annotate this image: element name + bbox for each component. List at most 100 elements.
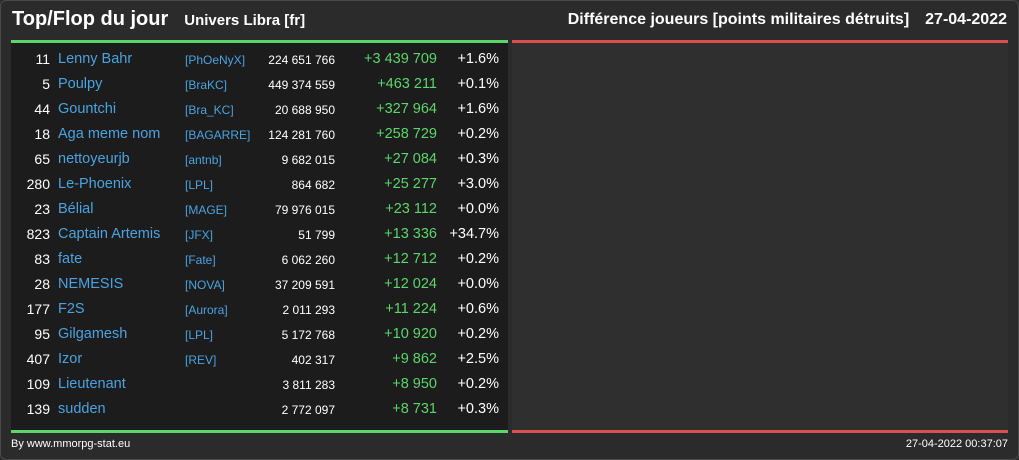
player-row: 18 Aga meme nom [BAGARRE] 124 281 760 +258 7…	[11, 123, 508, 148]
player-percent: +0.2%	[457, 126, 499, 142]
players-list: 11 Lenny Bahr [PhOeNyX] 224 651 766 +3 439 7…	[11, 48, 508, 423]
player-points: 3 811 283	[282, 378, 336, 392]
player-name-link[interactable]: nettoyeurjb	[58, 151, 130, 167]
player-row: 109 Lieutenant 3 811 283 +8 950 +0.2%	[11, 373, 508, 398]
player-alliance-link[interactable]: [antnb]	[185, 153, 222, 167]
player-rank: 18	[34, 126, 50, 142]
player-name-link[interactable]: Lenny Bahr	[58, 51, 133, 67]
player-name-link[interactable]: sudden	[58, 401, 106, 417]
player-rank: 139	[26, 401, 50, 417]
player-points: 37 209 591	[274, 278, 335, 292]
player-rank: 23	[34, 201, 50, 217]
player-diff: +13 336	[384, 226, 437, 242]
player-name-link[interactable]: Gountchi	[58, 101, 117, 117]
player-alliance-link[interactable]: [LPL]	[185, 328, 214, 342]
player-diff: +9 862	[392, 351, 437, 367]
player-name-link[interactable]: fate	[58, 251, 83, 267]
top-divider-green	[11, 40, 508, 43]
player-row: 83 fate [Fate] 6 062 260 +12 712 +0.2%	[11, 248, 508, 273]
top-players-panel: 11 Lenny Bahr [PhOeNyX] 224 651 766 +3 439 7…	[11, 43, 508, 430]
player-diff: +327 964	[376, 101, 437, 117]
player-name-link[interactable]: F2S	[58, 301, 85, 317]
footer-timestamp: 27-04-2022 00:37:07	[905, 438, 1008, 450]
player-points: 124 281 760	[268, 128, 335, 142]
player-rank: 83	[34, 251, 50, 267]
player-diff: +463 211	[377, 76, 437, 92]
player-name-link[interactable]: Captain Artemis	[58, 226, 161, 242]
player-row: 823 Captain Artemis [JFX] 51 799 +13 336 +34.…	[11, 223, 508, 248]
player-points: 224 651 766	[268, 53, 335, 67]
player-rank: 65	[34, 151, 50, 167]
player-rank: 109	[26, 376, 50, 392]
player-alliance-link[interactable]: [JFX]	[185, 228, 214, 242]
player-row: 139 sudden 2 772 097 +8 731 +0.3%	[11, 398, 508, 423]
player-alliance-link[interactable]: [PhOeNyX]	[185, 53, 246, 67]
player-name-link[interactable]: NEMESIS	[58, 276, 124, 292]
player-points: 449 374 559	[268, 78, 335, 92]
player-percent: +0.0%	[457, 201, 499, 217]
top-divider-red	[512, 40, 1008, 43]
player-alliance-link[interactable]: [REV]	[185, 353, 217, 367]
player-alliance-link[interactable]: [Bra_KC]	[185, 103, 234, 117]
player-points: 402 317	[291, 353, 335, 367]
player-points: 79 976 015	[274, 203, 335, 217]
player-percent: +1.6%	[457, 51, 499, 67]
player-percent: +3.0%	[457, 176, 499, 192]
player-diff: +258 729	[376, 126, 437, 142]
player-row: 95 Gilgamesh [LPL] 5 172 768 +10 920 +0.2%	[11, 323, 508, 348]
player-points: 2 011 293	[282, 303, 336, 317]
player-name-link[interactable]: Gilgamesh	[58, 326, 128, 342]
bottom-divider-green	[11, 430, 508, 433]
player-points: 5 172 768	[281, 328, 335, 342]
player-name-link[interactable]: Aga meme nom	[58, 126, 161, 142]
player-row: 44 Gountchi [Bra_KC] 20 688 950 +327 964 +1.6…	[11, 98, 508, 123]
player-name-link[interactable]: Poulpy	[58, 76, 103, 92]
player-percent: +0.2%	[457, 376, 499, 392]
player-alliance-link[interactable]: [MAGE]	[185, 203, 228, 217]
player-percent: +0.1%	[457, 76, 499, 92]
player-points: 9 682 015	[281, 153, 335, 167]
header-right: Différence joueurs [points militaires dé…	[568, 11, 1007, 29]
flop-players-panel	[512, 43, 1008, 430]
player-alliance-link[interactable]: [LPL]	[185, 178, 214, 192]
player-percent: +0.3%	[457, 151, 499, 167]
player-row: 65 nettoyeurjb [antnb] 9 682 015 +27 084 +0.3…	[11, 148, 508, 173]
player-alliance-link[interactable]: [Fate]	[185, 253, 216, 267]
player-name-link[interactable]: Bélial	[58, 201, 94, 217]
player-percent: +0.6%	[457, 301, 499, 317]
page-title: Top/Flop du jour	[12, 8, 169, 30]
player-diff: +12 024	[384, 276, 437, 292]
player-row: 280 Le-Phoenix [LPL] 864 682 +25 277 +3.0%	[11, 173, 508, 198]
player-alliance-link[interactable]: [BAGARRE]	[185, 128, 251, 142]
player-points: 864 682	[291, 178, 335, 192]
player-percent: +0.3%	[457, 401, 499, 417]
player-alliance-link[interactable]: [NOVA]	[185, 278, 225, 292]
player-diff: +11 224	[385, 301, 437, 317]
universe-label: Univers Libra [fr]	[184, 12, 306, 29]
player-percent: +1.6%	[457, 101, 499, 117]
footer-credit[interactable]: By www.mmorpg-stat.eu	[11, 438, 131, 450]
player-row: 407 Izor [REV] 402 317 +9 862 +2.5%	[11, 348, 508, 373]
player-diff: +25 277	[384, 176, 437, 192]
header-date: 27-04-2022	[925, 11, 1007, 28]
player-name-link[interactable]: Izor	[58, 351, 83, 367]
header-left: Top/Flop du jour Univers Libra [fr]	[12, 8, 305, 31]
player-alliance-link[interactable]: [BraKC]	[185, 78, 228, 92]
player-points: 2 772 097	[281, 403, 335, 417]
player-diff: +12 712	[384, 251, 437, 267]
player-row: 177 F2S [Aurora] 2 011 293 +11 224 +0.6%	[11, 298, 508, 323]
player-rank: 280	[26, 176, 50, 192]
player-name-link[interactable]: Le-Phoenix	[58, 176, 132, 192]
player-rank: 95	[34, 326, 50, 342]
player-points: 20 688 950	[274, 103, 335, 117]
player-percent: +0.0%	[457, 276, 499, 292]
player-row: 28 NEMESIS [NOVA] 37 209 591 +12 024 +0.0%	[11, 273, 508, 298]
player-alliance-link[interactable]: [Aurora]	[185, 303, 228, 317]
player-diff: +23 112	[385, 201, 437, 217]
player-points: 51 799	[298, 228, 335, 242]
player-points: 6 062 260	[281, 253, 335, 267]
player-rank: 11	[35, 51, 50, 67]
player-name-link[interactable]: Lieutenant	[58, 376, 126, 392]
player-rank: 44	[34, 101, 50, 117]
player-percent: +2.5%	[457, 351, 499, 367]
